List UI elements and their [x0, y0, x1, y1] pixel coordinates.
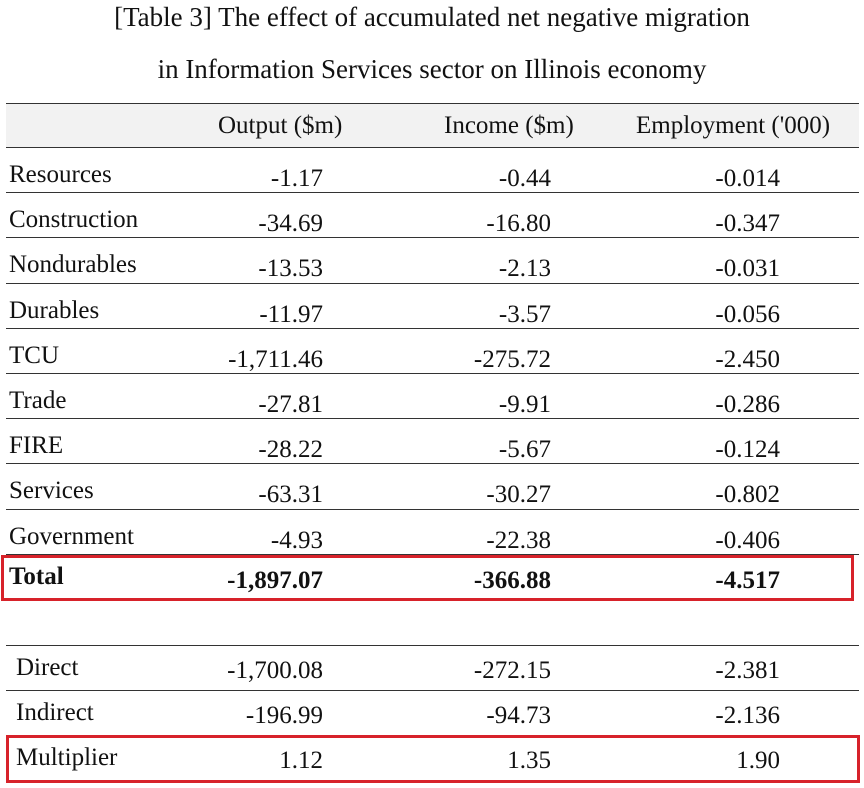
- row-label: TCU: [9, 341, 59, 369]
- effect-income: -94.73: [486, 702, 551, 729]
- row-output: -28.22: [258, 436, 323, 464]
- row-income: -30.27: [486, 481, 551, 509]
- row-output: -11.97: [259, 300, 323, 328]
- row-income: -3.57: [498, 300, 551, 328]
- row-output: -27.81: [258, 391, 323, 418]
- row-label: Nondurables: [9, 251, 137, 279]
- row-income: -0.44: [498, 165, 551, 192]
- total-output: -1,897.07: [227, 567, 323, 594]
- row-label: Durables: [9, 296, 100, 324]
- row-label: Trade: [9, 387, 67, 414]
- row-income: -275.72: [473, 345, 551, 373]
- header-output: Output ($m): [218, 112, 343, 139]
- row-output: -34.69: [258, 210, 323, 238]
- row-income: -22.38: [486, 526, 551, 554]
- effect-label: Indirect: [16, 699, 94, 726]
- row-income: -9.91: [498, 391, 551, 418]
- total-employment: -4.517: [715, 567, 780, 594]
- row-label: Services: [9, 477, 94, 505]
- row-income: -2.13: [498, 255, 551, 283]
- effect-output: 1.12: [279, 747, 323, 774]
- effect-employment: 1.90: [736, 747, 780, 774]
- row-output: -1,711.46: [228, 345, 323, 373]
- effect-employment: -2.136: [715, 702, 780, 729]
- multiplier-row-highlight-box: [6, 735, 860, 783]
- effects-top-rule: [6, 645, 859, 646]
- total-income: -366.88: [473, 567, 551, 594]
- row-employment: -0.802: [715, 481, 780, 509]
- row-divider: [6, 509, 859, 510]
- table-title-line-1: [Table 3] The effect of accumulated net …: [114, 2, 750, 32]
- row-divider: [6, 373, 859, 374]
- row-divider: [6, 328, 859, 329]
- row-divider: [6, 283, 859, 284]
- table-top-rule: [6, 103, 859, 104]
- header-income: Income ($m): [444, 112, 574, 139]
- row-employment: -0.406: [715, 526, 780, 554]
- row-output: -4.93: [270, 526, 323, 554]
- row-divider: [6, 554, 859, 555]
- effect-label: Direct: [16, 654, 79, 681]
- total-row-highlight-box: [1, 555, 854, 601]
- row-income: -5.67: [498, 436, 551, 464]
- row-divider: [6, 418, 859, 419]
- effect-label: Multiplier: [16, 744, 118, 771]
- row-divider: [6, 237, 859, 238]
- row-income: -16.80: [486, 210, 551, 238]
- row-employment: -0.014: [715, 165, 780, 192]
- row-employment: -0.031: [715, 255, 780, 283]
- table-header-background: [6, 103, 859, 147]
- row-divider: [6, 690, 859, 691]
- effect-output: -196.99: [245, 702, 323, 729]
- row-employment: -0.286: [715, 391, 780, 418]
- header-employment: Employment ('000): [636, 112, 831, 139]
- row-label: Government: [9, 522, 134, 550]
- effect-employment: -2.381: [715, 657, 780, 684]
- row-employment: -0.124: [715, 436, 780, 464]
- header-bottom-rule: [6, 147, 859, 148]
- row-output: -63.31: [258, 481, 323, 509]
- row-employment: -0.347: [715, 210, 780, 238]
- row-label: Resources: [9, 161, 112, 188]
- row-divider: [6, 463, 859, 464]
- row-employment: -0.056: [715, 300, 780, 328]
- row-label: Construction: [9, 206, 139, 234]
- row-label: FIRE: [9, 432, 64, 460]
- total-label: Total: [9, 563, 64, 590]
- row-output: -1.17: [270, 165, 323, 192]
- row-divider: [6, 192, 859, 193]
- row-employment: -2.450: [715, 345, 780, 373]
- row-output: -13.53: [258, 255, 323, 283]
- effect-output: -1,700.08: [227, 657, 323, 684]
- table-title-line-2: in Information Services sector on Illino…: [157, 54, 707, 84]
- effect-income: -272.15: [473, 657, 551, 684]
- effect-income: 1.35: [507, 747, 551, 774]
